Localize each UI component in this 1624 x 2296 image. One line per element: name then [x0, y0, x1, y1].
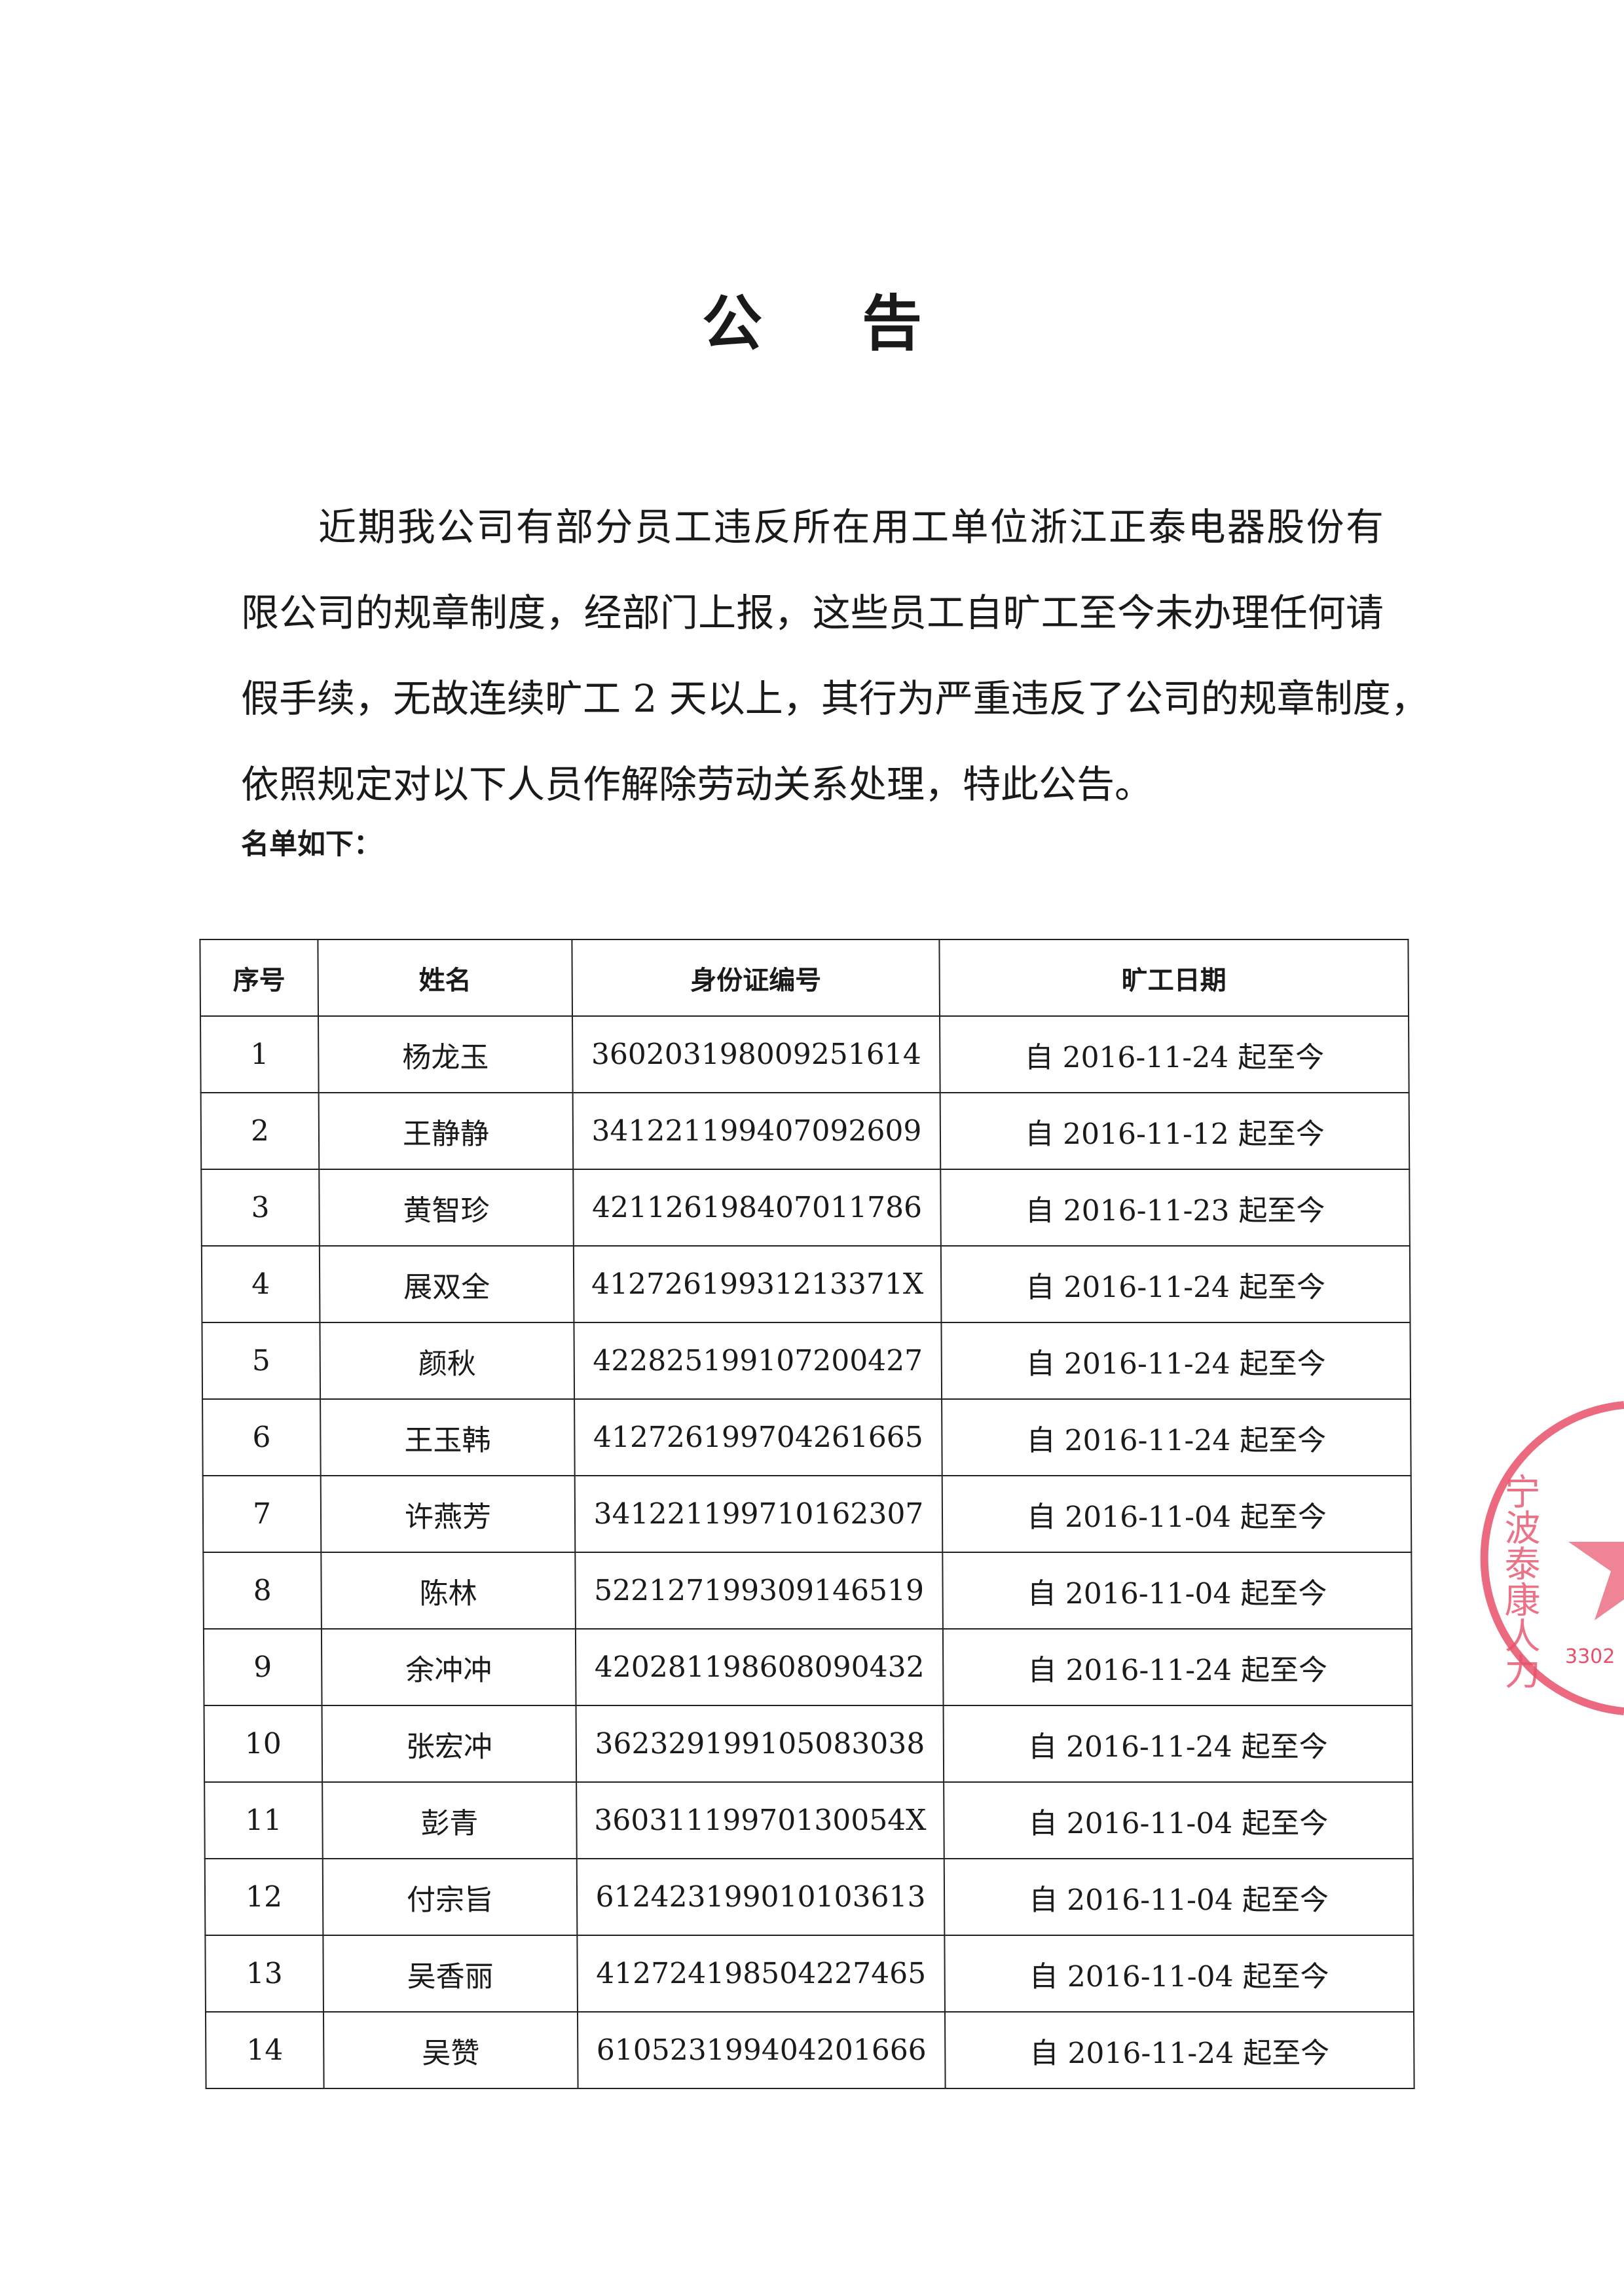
absence-date: 自 2016-11-24 起至今 [944, 2012, 1414, 2088]
employee-name: 杨龙玉 [318, 1016, 573, 1093]
row-number: 2 [200, 1093, 320, 1169]
absence-date: 自 2016-11-24 起至今 [942, 1399, 1411, 1476]
notice-body: 近期我公司有部分员工违反所在用工单位浙江正泰电器股份有限公司的规章制度，经部门上… [241, 484, 1429, 828]
table-header-row: 序号 姓名 身份证编号 旷工日期 [200, 939, 1409, 1016]
absence-date: 自 2016-11-04 起至今 [944, 1935, 1414, 2012]
row-number: 1 [200, 1016, 319, 1093]
table-row: 9 余冲冲 420281198608090432 自 2016-11-24 起至今 [203, 1629, 1412, 1705]
seal-code: 3302 [1565, 1645, 1615, 1668]
employee-name: 黄智珍 [319, 1169, 574, 1246]
id-number: 362329199105083038 [576, 1705, 944, 1782]
table-row: 11 彭青 36031119970130054X 自 2016-11-04 起至今 [204, 1782, 1413, 1859]
employee-name: 许燕芳 [320, 1476, 576, 1552]
page-title: 公 告 [701, 289, 962, 359]
id-number: 412724198504227465 [577, 1935, 945, 2012]
row-number: 10 [204, 1705, 323, 1782]
row-number: 12 [204, 1859, 323, 1935]
paragraph-line: 限公司的规章制度，经部门上报，这些员工自旷工至今未办理任何请 [241, 591, 1384, 635]
column-header: 姓名 [318, 939, 573, 1016]
employee-name: 吴赞 [323, 2012, 578, 2088]
table-row: 3 黄智珍 421126198407011786 自 2016-11-23 起至今 [201, 1169, 1410, 1246]
absence-date: 自 2016-11-24 起至今 [943, 1705, 1413, 1782]
row-number: 8 [203, 1552, 322, 1629]
paragraph-line: 近期我公司有部分员工违反所在用工单位浙江正泰电器股份有 [318, 505, 1384, 549]
employee-name: 彭青 [322, 1782, 577, 1859]
paragraph-line: 假手续，无故连续旷工 2 天以上，其行为严重违反了公司的规章制度， [241, 676, 1429, 721]
table-row: 2 王静静 341221199407092609 自 2016-11-12 起至今 [200, 1093, 1410, 1169]
table-row: 14 吴赞 610523199404201666 自 2016-11-24 起至今 [205, 2012, 1414, 2088]
employee-name: 吴香丽 [323, 1935, 578, 2012]
id-number: 36031119970130054X [576, 1782, 944, 1859]
id-number: 612423199010103613 [576, 1859, 945, 1935]
seal-ring [1480, 1401, 1624, 1715]
absence-date: 自 2016-11-23 起至今 [940, 1169, 1410, 1246]
employee-name: 余冲冲 [321, 1629, 576, 1705]
absence-date: 自 2016-11-04 起至今 [944, 1859, 1414, 1935]
seal-star [1568, 1542, 1624, 1620]
table-row: 12 付宗旨 612423199010103613 自 2016-11-04 起至今 [204, 1859, 1414, 1935]
employee-table: 序号 姓名 身份证编号 旷工日期 1 杨龙玉 360203198009251614 自 20… [199, 939, 1414, 2089]
id-number: 422825199107200427 [574, 1322, 942, 1399]
row-number: 6 [202, 1399, 321, 1476]
id-number: 420281198608090432 [575, 1629, 944, 1705]
column-header: 序号 [200, 939, 319, 1016]
paragraph-line: 依照规定对以下人员作解除劳动关系处理，特此公告。 [241, 762, 1153, 807]
absence-date: 自 2016-11-12 起至今 [940, 1093, 1410, 1169]
employee-name: 展双全 [319, 1246, 574, 1322]
row-number: 4 [201, 1246, 320, 1322]
employee-name: 颜秋 [320, 1322, 575, 1399]
row-number: 7 [202, 1476, 322, 1552]
column-header: 旷工日期 [939, 939, 1409, 1016]
id-number: 341221199710162307 [574, 1476, 943, 1552]
employee-name: 陈林 [321, 1552, 576, 1629]
absence-date: 自 2016-11-24 起至今 [940, 1016, 1409, 1093]
id-number: 412726199704261665 [574, 1399, 942, 1476]
absence-date: 自 2016-11-24 起至今 [942, 1629, 1412, 1705]
company-seal: 3302 宁波泰康人力 [1480, 1401, 1624, 1715]
table-row: 10 张宏冲 362329199105083038 自 2016-11-24 起至今 [204, 1705, 1413, 1782]
absence-date: 自 2016-11-24 起至今 [940, 1246, 1411, 1322]
row-number: 11 [204, 1782, 323, 1859]
row-number: 13 [205, 1935, 323, 2012]
employee-name: 王静静 [318, 1093, 574, 1169]
id-number: 610523199404201666 [577, 2012, 946, 2088]
table-row: 5 颜秋 422825199107200427 自 2016-11-24 起至今 [202, 1322, 1411, 1399]
table-row: 13 吴香丽 412724198504227465 自 2016-11-04 起至今 [205, 1935, 1414, 2012]
row-number: 9 [203, 1629, 322, 1705]
id-number: 421126198407011786 [573, 1169, 941, 1246]
id-number: 522127199309146519 [575, 1552, 943, 1629]
employee-name: 王玉韩 [320, 1399, 575, 1476]
table-row: 8 陈林 522127199309146519 自 2016-11-04 起至今 [203, 1552, 1412, 1629]
employee-name: 张宏冲 [322, 1705, 577, 1782]
id-number: 341221199407092609 [572, 1093, 941, 1169]
column-header: 身份证编号 [572, 939, 940, 1016]
row-number: 5 [202, 1322, 321, 1399]
id-number: 360203198009251614 [572, 1016, 940, 1093]
absence-date: 自 2016-11-04 起至今 [942, 1476, 1412, 1552]
table-row: 6 王玉韩 412726199704261665 自 2016-11-24 起至今 [202, 1399, 1411, 1476]
id-number: 41272619931213371X [573, 1246, 942, 1322]
table-row: 7 许燕芳 341221199710162307 自 2016-11-04 起至今 [202, 1476, 1412, 1552]
employee-name: 付宗旨 [322, 1859, 578, 1935]
row-number: 3 [201, 1169, 320, 1246]
table-row: 1 杨龙玉 360203198009251614 自 2016-11-24 起至今 [200, 1016, 1409, 1093]
absence-date: 自 2016-11-24 起至今 [941, 1322, 1411, 1399]
list-label: 名单如下： [241, 828, 382, 861]
seal-text: 宁波泰康人力 [1498, 1473, 1540, 1689]
row-number: 14 [205, 2012, 324, 2088]
table-row: 4 展双全 41272619931213371X 自 2016-11-24 起至今 [201, 1246, 1411, 1322]
absence-date: 自 2016-11-04 起至今 [944, 1782, 1413, 1859]
absence-date: 自 2016-11-04 起至今 [942, 1552, 1412, 1629]
